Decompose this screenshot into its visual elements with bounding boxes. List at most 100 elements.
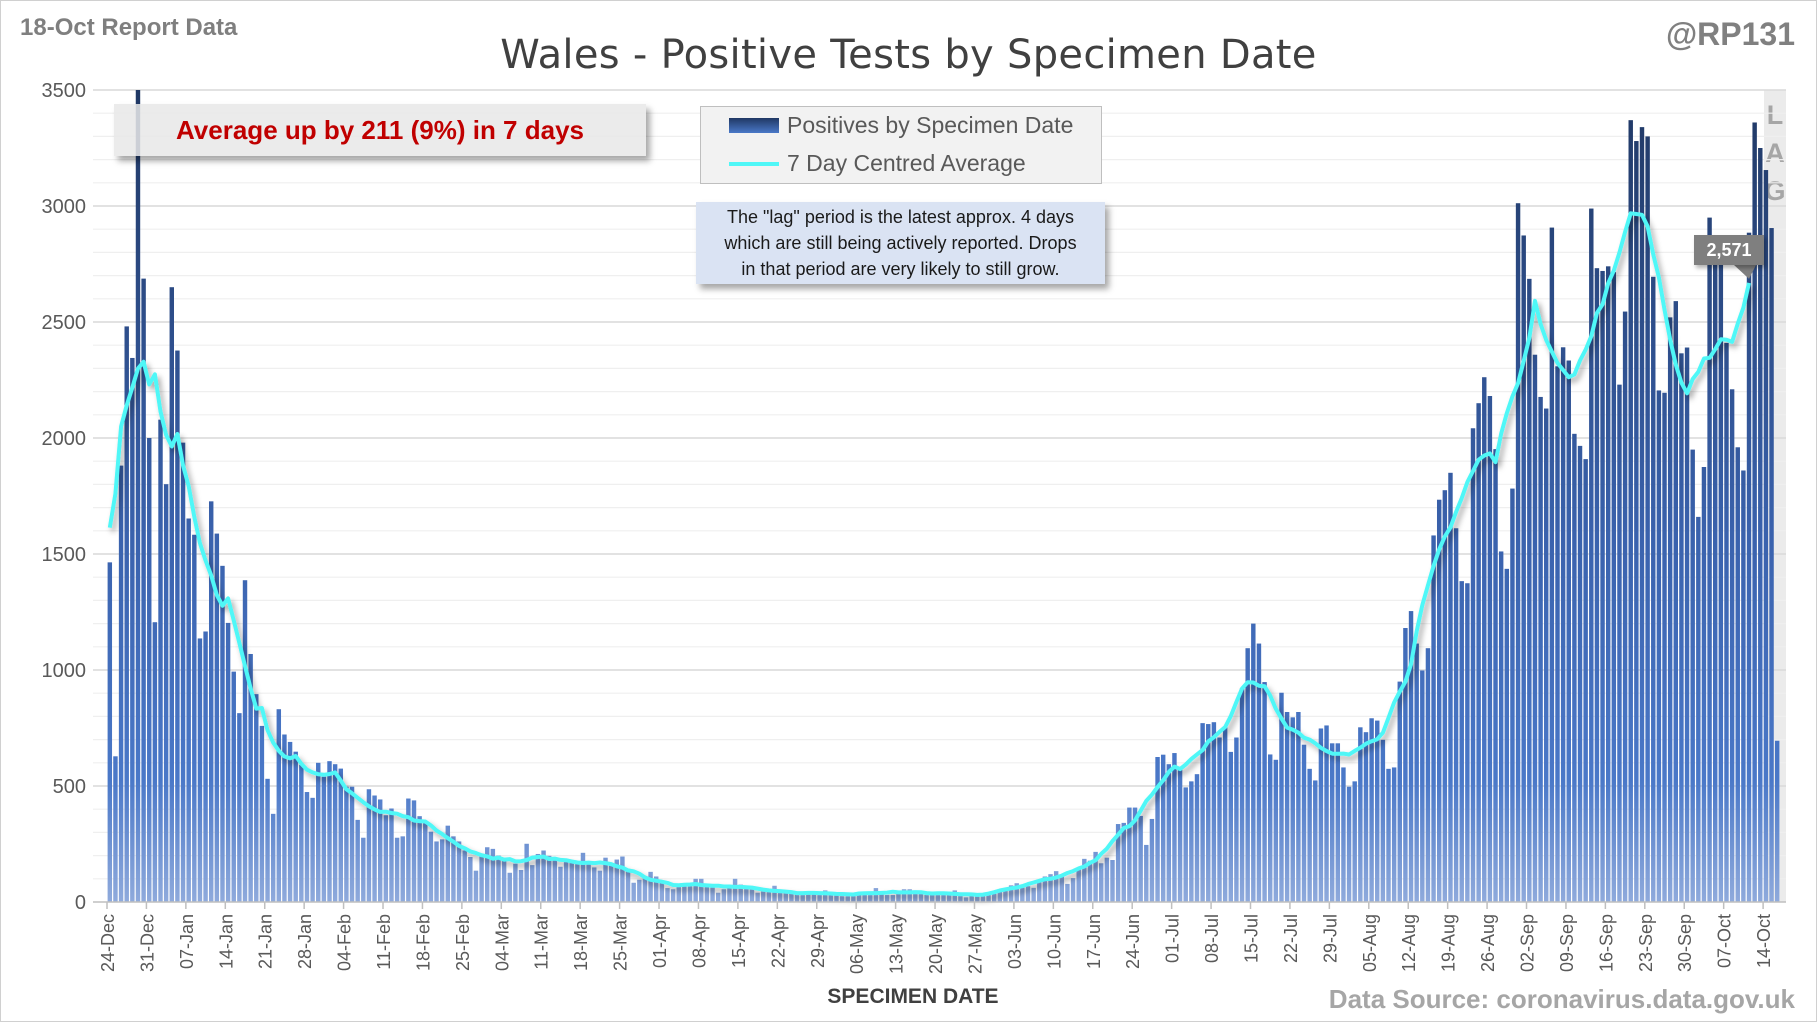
bar xyxy=(687,886,693,902)
bar xyxy=(468,856,473,902)
bar xyxy=(1065,883,1070,902)
bar xyxy=(986,894,991,902)
bar xyxy=(918,893,924,902)
bar xyxy=(248,653,253,902)
bar xyxy=(259,725,265,902)
bar xyxy=(597,870,603,902)
bar xyxy=(828,892,834,902)
bar xyxy=(845,896,850,902)
bar xyxy=(1391,767,1397,902)
bar xyxy=(1482,377,1487,902)
bar xyxy=(783,891,788,902)
x-tick-label: 24-Jun xyxy=(1123,914,1143,969)
bar xyxy=(1774,740,1780,902)
bar xyxy=(963,897,969,902)
bar xyxy=(1515,203,1521,902)
bar xyxy=(479,856,484,902)
y-tick-label: 2500 xyxy=(42,312,87,334)
bar xyxy=(1093,851,1098,902)
bar xyxy=(1048,874,1053,902)
bar xyxy=(1245,648,1250,902)
bar xyxy=(1284,711,1290,902)
bar xyxy=(118,465,124,902)
bar xyxy=(1465,583,1470,902)
bar xyxy=(1544,408,1549,902)
bar xyxy=(1256,643,1262,902)
bar xyxy=(158,419,163,902)
x-tick-label: 25-Feb xyxy=(453,914,473,971)
bar xyxy=(411,800,417,902)
bar xyxy=(1690,449,1695,902)
bar xyxy=(1470,428,1476,902)
bar xyxy=(682,886,687,902)
bar xyxy=(1206,724,1211,902)
x-tick-label: 31-Dec xyxy=(137,914,157,972)
bar xyxy=(1448,472,1453,902)
bar xyxy=(710,886,715,902)
bar xyxy=(163,484,169,902)
bar xyxy=(1752,122,1757,903)
y-tick-label: 1000 xyxy=(42,660,87,682)
bar-swatch-icon xyxy=(729,118,779,133)
bar xyxy=(614,859,620,902)
bar xyxy=(1769,228,1774,903)
average-line-group xyxy=(107,211,1757,897)
bar xyxy=(1493,449,1498,902)
bar xyxy=(890,895,896,902)
bar xyxy=(1099,863,1104,902)
bar xyxy=(1521,235,1526,903)
bar xyxy=(1239,688,1245,902)
bar xyxy=(1031,887,1036,902)
bar xyxy=(1234,737,1239,902)
bar xyxy=(299,764,304,902)
x-tick-label: 30-Sep xyxy=(1675,914,1695,972)
bar xyxy=(969,895,974,902)
bar xyxy=(1307,768,1312,902)
x-tick-label: 27-May xyxy=(965,914,985,974)
bar xyxy=(513,863,518,902)
bar xyxy=(862,891,867,902)
legend: Positives by Specimen Date 7 Day Centred… xyxy=(700,106,1102,184)
bar xyxy=(383,815,389,902)
bar xyxy=(338,768,343,902)
y-axis: 0 500 1000 1500 2000 2500 3000 3500 xyxy=(42,80,87,914)
x-tick-label: 08-Jul xyxy=(1202,914,1222,963)
bar xyxy=(1600,270,1605,903)
bar xyxy=(276,709,282,902)
bar xyxy=(1375,720,1380,902)
bar xyxy=(817,891,822,902)
legend-label: 7 Day Centred Average xyxy=(787,150,1026,176)
bar xyxy=(1729,389,1735,902)
bar xyxy=(377,799,383,902)
lag-letter: A xyxy=(1765,138,1785,168)
bar xyxy=(1087,860,1093,902)
bar xyxy=(254,694,259,902)
x-tick-label: 17-Jun xyxy=(1084,914,1104,969)
bar xyxy=(1222,727,1228,902)
bar xyxy=(552,860,558,902)
last-average-callout: 2,571 xyxy=(1694,235,1765,265)
x-tick-label: 06-May xyxy=(847,914,867,974)
x-tick-label: 03-Jun xyxy=(1005,914,1025,969)
note-line: The "lag" period is the latest approx. 4… xyxy=(727,207,1074,227)
bar xyxy=(220,565,225,902)
x-tick-label: 02-Sep xyxy=(1518,914,1538,972)
x-tick-label: 11-Feb xyxy=(374,914,394,970)
bar xyxy=(265,778,270,902)
bar xyxy=(1059,876,1065,902)
bar xyxy=(485,847,490,902)
bar xyxy=(715,892,721,902)
x-tick-label: 12-Aug xyxy=(1399,914,1419,972)
bar xyxy=(1335,743,1341,902)
bar xyxy=(851,895,856,902)
x-tick-label: 16-Sep xyxy=(1596,914,1616,972)
bar xyxy=(822,890,828,902)
bar xyxy=(1025,886,1031,902)
bar xyxy=(1296,711,1301,902)
bar xyxy=(147,438,152,902)
bar xyxy=(1504,568,1510,902)
bar xyxy=(530,865,535,902)
bar xyxy=(952,890,957,902)
bar xyxy=(806,893,811,902)
